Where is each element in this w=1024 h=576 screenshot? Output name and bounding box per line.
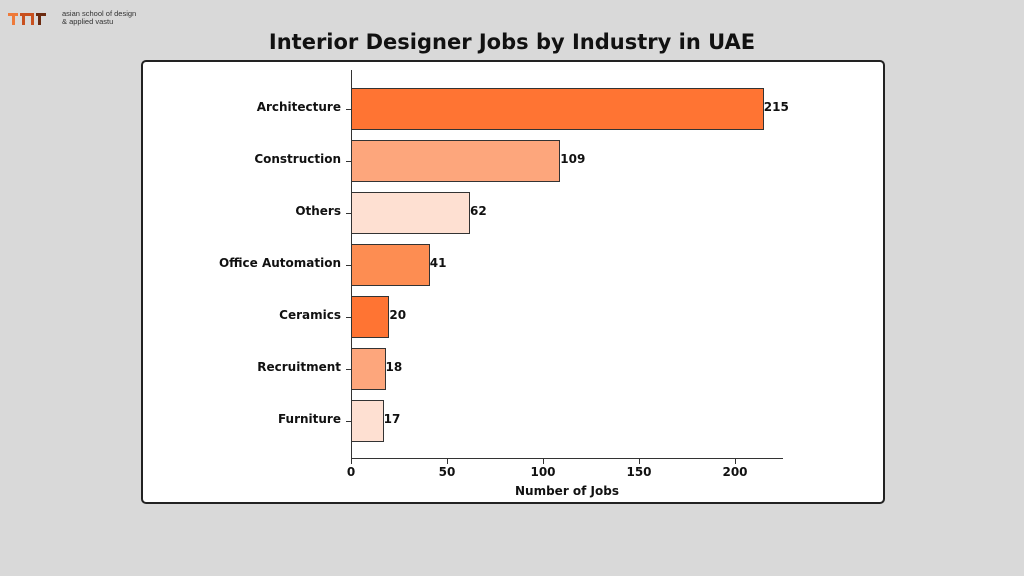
category-label: Office Automation bbox=[218, 256, 341, 270]
bar-value-label: 17 bbox=[383, 412, 401, 426]
chart-card bbox=[141, 60, 885, 504]
bar-value-label: 109 bbox=[560, 152, 586, 166]
bar-value-label: 18 bbox=[385, 360, 403, 374]
category-label: Others bbox=[295, 204, 341, 218]
bar-ceramics bbox=[351, 296, 390, 338]
x-tick-label: 150 bbox=[626, 465, 652, 479]
bar-value-label: 215 bbox=[763, 100, 789, 114]
x-tick bbox=[543, 459, 544, 464]
x-tick-label: 100 bbox=[530, 465, 556, 479]
y-tick bbox=[346, 421, 351, 422]
x-axis-title: Number of Jobs bbox=[515, 484, 619, 498]
x-tick-label: 50 bbox=[438, 465, 456, 479]
bar-others bbox=[351, 192, 471, 234]
bar-furniture bbox=[351, 400, 384, 442]
category-label: Ceramics bbox=[279, 308, 341, 322]
y-tick bbox=[346, 109, 351, 110]
bar-recruitment bbox=[351, 348, 386, 390]
y-tick bbox=[346, 369, 351, 370]
category-label: Recruitment bbox=[257, 360, 341, 374]
x-tick bbox=[351, 459, 352, 464]
x-tick bbox=[447, 459, 448, 464]
bar-construction bbox=[351, 140, 561, 182]
category-label: Construction bbox=[254, 152, 341, 166]
y-tick bbox=[346, 213, 351, 214]
y-tick bbox=[346, 317, 351, 318]
x-tick bbox=[735, 459, 736, 464]
y-tick bbox=[346, 265, 351, 266]
logo-mark-icon bbox=[8, 13, 46, 25]
x-tick-label: 200 bbox=[722, 465, 748, 479]
chart-title: Interior Designer Jobs by Industry in UA… bbox=[268, 30, 756, 54]
x-tick-label: 0 bbox=[346, 465, 356, 479]
logo-line1: asian school of design bbox=[62, 9, 137, 18]
x-axis bbox=[351, 458, 783, 459]
bar-office-automation bbox=[351, 244, 430, 286]
category-label: Architecture bbox=[256, 100, 341, 114]
bar-value-label: 20 bbox=[389, 308, 407, 322]
x-tick bbox=[639, 459, 640, 464]
bar-architecture bbox=[351, 88, 764, 130]
bar-value-label: 62 bbox=[470, 204, 487, 218]
bar-value-label: 41 bbox=[429, 256, 447, 270]
category-label: Furniture bbox=[277, 412, 341, 426]
logo: asian school of design & applied vastu bbox=[8, 10, 136, 26]
logo-line2: & applied vastu bbox=[62, 17, 114, 26]
y-tick bbox=[346, 161, 351, 162]
